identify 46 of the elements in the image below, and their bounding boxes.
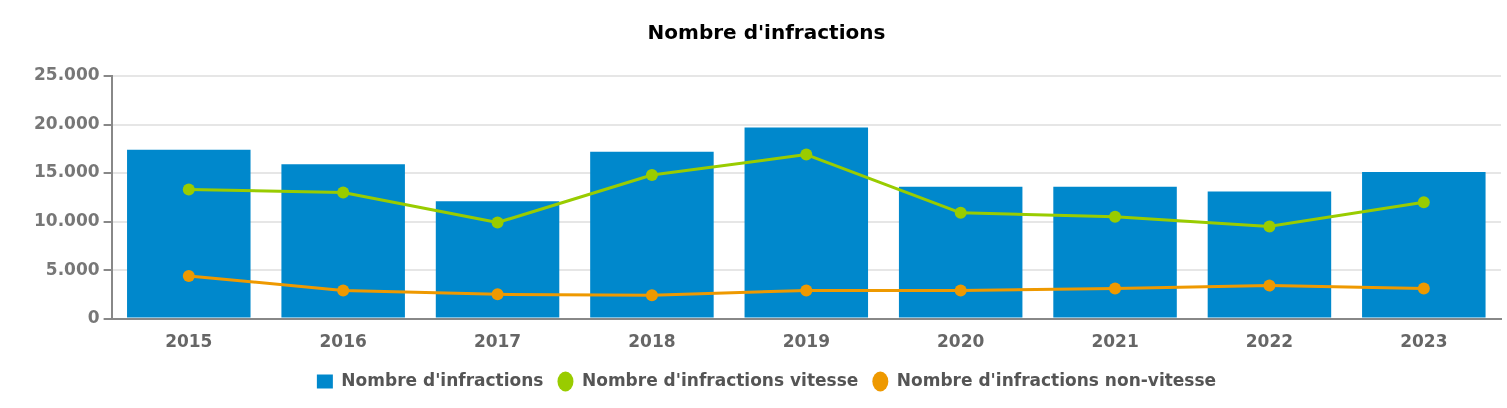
bar [281, 164, 405, 318]
bar [1053, 186, 1177, 318]
bar [435, 201, 560, 318]
point [1417, 196, 1430, 209]
bar [744, 127, 869, 318]
point [182, 183, 195, 196]
y-tick-label: 5.000 [45, 258, 100, 279]
point [645, 289, 658, 302]
y-tick-label: 10.000 [33, 209, 100, 230]
legend-label: Nombre d'infractions non-vitesse [896, 369, 1217, 390]
point [182, 269, 195, 282]
x-tick-label: 2022 [1245, 331, 1294, 352]
point [1263, 279, 1276, 292]
point [491, 288, 504, 301]
legend-label: Nombre d'infractions [341, 369, 544, 390]
y-tick-label: 15.000 [33, 161, 100, 182]
x-tick-label: 2017 [473, 331, 522, 352]
x-tick-label: 2021 [1091, 331, 1139, 352]
y-tick-label: 20.000 [33, 112, 100, 133]
point [1263, 220, 1276, 233]
point [954, 206, 967, 219]
bar [590, 151, 714, 318]
x-tick-label: 2015 [165, 331, 213, 352]
bar [1207, 191, 1332, 318]
point [1109, 210, 1122, 223]
x-tick-label: 2023 [1400, 331, 1448, 352]
y-tick-label: 25.000 [33, 64, 100, 85]
legend-label: Nombre d'infractions vitesse [581, 369, 859, 390]
point [337, 186, 350, 199]
point [491, 216, 504, 229]
point [1417, 282, 1430, 295]
x-tick-label: 2016 [319, 331, 367, 352]
x-tick-label: 2018 [628, 331, 676, 352]
point [1109, 282, 1122, 295]
x-tick-label: 2020 [937, 331, 985, 352]
point [800, 284, 813, 297]
bar [898, 186, 1023, 318]
point [954, 284, 967, 297]
bar [127, 149, 251, 318]
y-tick-label: 0 [87, 307, 100, 328]
point [337, 284, 350, 297]
x-tick-label: 2019 [782, 331, 830, 352]
point [800, 148, 813, 161]
point [645, 168, 658, 181]
bar [1362, 172, 1486, 318]
chart-title: Nombre d'infractions [647, 20, 886, 45]
